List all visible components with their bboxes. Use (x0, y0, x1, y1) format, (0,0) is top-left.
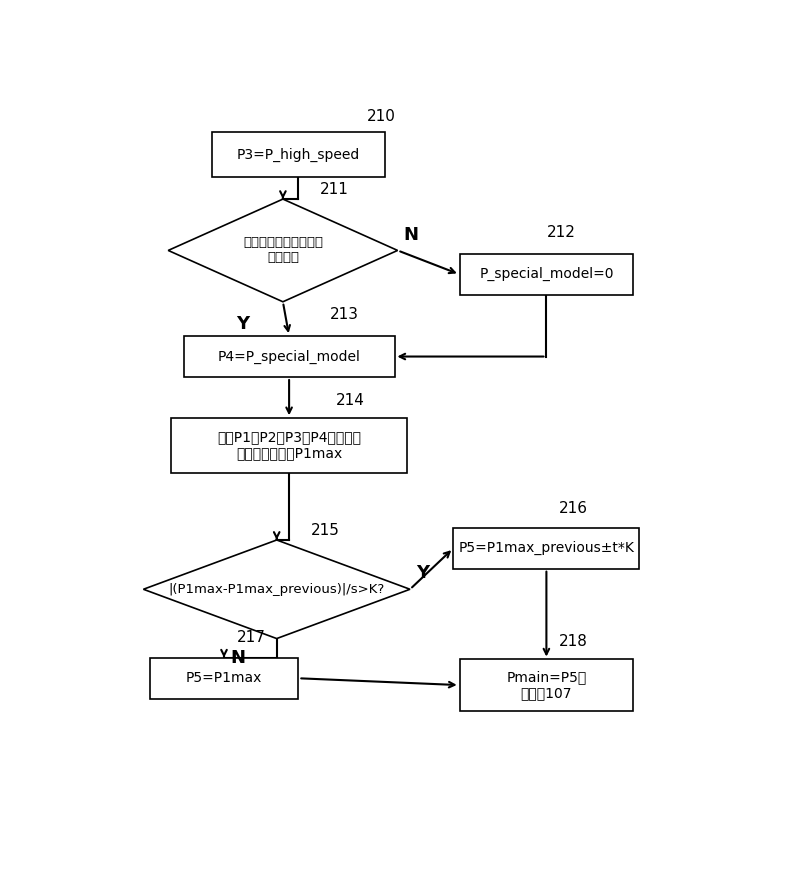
Polygon shape (143, 540, 410, 638)
Text: N: N (230, 649, 245, 667)
Text: 215: 215 (310, 523, 340, 538)
Text: 211: 211 (320, 182, 349, 197)
FancyBboxPatch shape (184, 336, 394, 377)
Text: Y: Y (237, 316, 250, 333)
Text: Pmain=P5，
跳转到107: Pmain=P5， 跳转到107 (506, 670, 586, 701)
Polygon shape (168, 199, 398, 301)
Text: 比较P1、P2、P3、P4大小，取
其中的最大值为P1max: 比较P1、P2、P3、P4大小，取 其中的最大值为P1max (217, 430, 361, 461)
FancyBboxPatch shape (459, 254, 634, 295)
Text: P4=P_special_model: P4=P_special_model (218, 349, 361, 364)
Text: |(P1max-P1max_previous)|/s>K?: |(P1max-P1max_previous)|/s>K? (169, 583, 385, 596)
FancyBboxPatch shape (459, 660, 634, 711)
Text: 210: 210 (366, 108, 395, 124)
Text: N: N (404, 226, 419, 244)
Text: P5=P1max: P5=P1max (186, 671, 262, 685)
FancyBboxPatch shape (171, 418, 407, 473)
Text: 217: 217 (237, 630, 266, 645)
Text: 214: 214 (336, 393, 365, 408)
Text: 212: 212 (546, 225, 575, 240)
Text: P5=P1max_previous±t*K: P5=P1max_previous±t*K (458, 541, 634, 556)
Text: 216: 216 (558, 501, 588, 516)
Text: Y: Y (416, 565, 430, 582)
Text: P3=P_high_speed: P3=P_high_speed (237, 148, 360, 162)
FancyBboxPatch shape (454, 528, 639, 569)
FancyBboxPatch shape (150, 658, 298, 699)
Text: P_special_model=0: P_special_model=0 (479, 268, 614, 282)
Text: 判断是否满足进入特定
模式条件: 判断是否满足进入特定 模式条件 (243, 236, 323, 264)
Text: 213: 213 (330, 308, 358, 323)
FancyBboxPatch shape (211, 132, 386, 177)
Text: 218: 218 (558, 634, 588, 649)
